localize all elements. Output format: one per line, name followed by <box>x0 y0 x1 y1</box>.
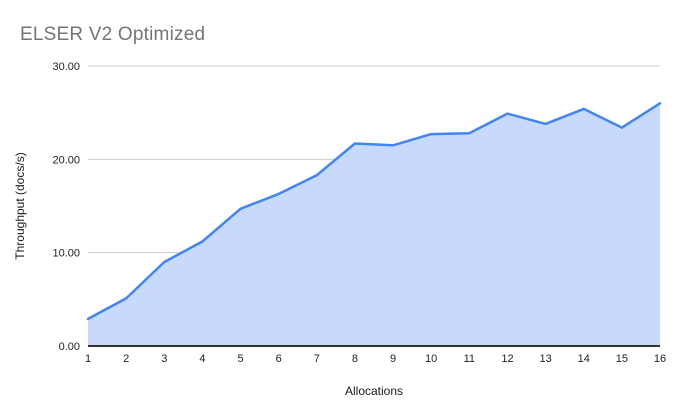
area-fill <box>88 103 660 346</box>
x-tick-label: 4 <box>199 353 205 365</box>
x-tick-label: 3 <box>161 353 167 365</box>
x-tick-label: 1 <box>85 353 91 365</box>
series-line <box>86 102 662 321</box>
x-axis-title: Allocations <box>344 384 404 398</box>
x-tick-label: 10 <box>425 353 437 365</box>
x-tick-label: 15 <box>616 353 628 365</box>
x-tick-label: 14 <box>578 353 590 365</box>
x-tick-label: 11 <box>464 353 475 365</box>
chart-title: ELSER V2 Optimized <box>20 24 206 45</box>
y-tick-label: 20.00 <box>52 154 80 166</box>
x-tick-label: 12 <box>501 353 513 365</box>
x-tick-label: 6 <box>276 353 282 365</box>
x-tick-label: 13 <box>539 353 551 365</box>
x-tick-label: 7 <box>314 353 320 365</box>
y-tick-label: 0.00 <box>59 341 80 353</box>
y-tick-label: 30.00 <box>52 61 80 73</box>
x-tick-label: 5 <box>237 353 243 365</box>
y-tick-label: 10.00 <box>52 248 80 260</box>
x-tick-label: 9 <box>390 353 396 365</box>
y-axis-title: Throughput (docs/s) <box>13 152 27 260</box>
x-tick-label: 2 <box>123 353 129 365</box>
x-tick-label: 8 <box>352 353 358 365</box>
x-tick-label: 16 <box>654 353 666 365</box>
